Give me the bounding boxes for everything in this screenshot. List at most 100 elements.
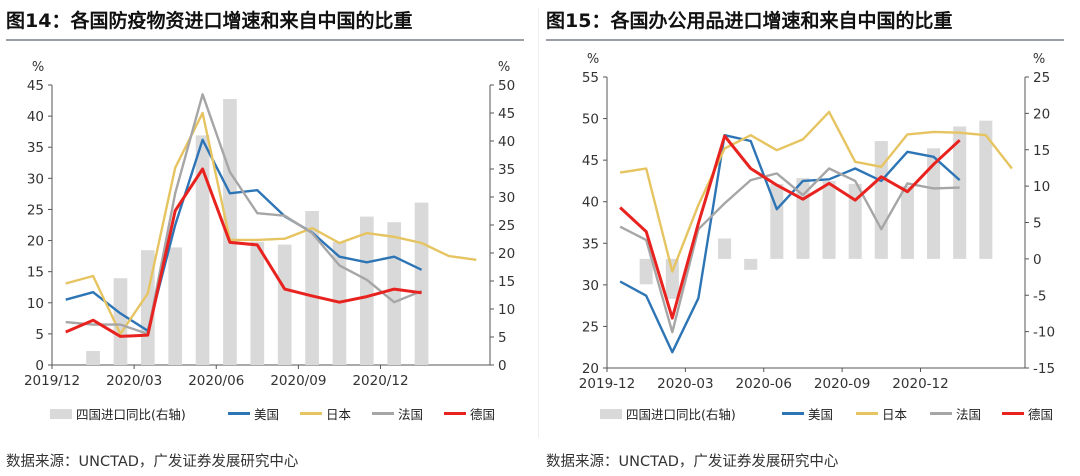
y-tick-label-right: 5: [1033, 216, 1042, 232]
legend-item: 法国: [930, 404, 981, 423]
y-axis-right-unit: %: [1033, 52, 1045, 67]
legend-item: 德国: [1002, 404, 1053, 423]
y-tick-label-right: 10: [498, 302, 515, 318]
legend-label: 美国: [808, 407, 834, 422]
legend-item: 四国进口同比(右轴): [50, 404, 186, 423]
y-tick-label-left: 45: [27, 78, 44, 94]
bar-mark: [848, 183, 862, 259]
y-tick-label-right: 25: [1033, 70, 1050, 86]
source-note: 数据来源：UNCTAD，广发证券发展研究中心: [546, 454, 839, 470]
legend-label: 美国: [254, 407, 280, 422]
y-tick-label-left: 35: [27, 140, 44, 156]
chart-figure-15: % % 20 25 30 35 40 45 50 55 -15 -10 -5 0 5 10 15 20 25 2019…: [579, 52, 1055, 392]
y-tick-label-left: 40: [582, 195, 599, 211]
y-tick-label-right: 5: [498, 330, 507, 346]
y-tick-label-right: 0: [498, 358, 507, 374]
legend-item: 四国进口同比(右轴): [600, 404, 736, 423]
legend-label: 四国进口同比(右轴): [626, 407, 736, 422]
legend-label: 法国: [956, 407, 982, 422]
x-tick-label: 2020/12: [352, 373, 408, 389]
bar-mark: [665, 258, 679, 299]
series-line-美国: [619, 133, 961, 354]
figure-title: 图14：各国防疫物资进口增速和来自中国的比重: [6, 10, 413, 32]
bar-mark: [387, 222, 402, 365]
y-axis-left-unit: %: [32, 60, 44, 75]
y-tick-label-right: 50: [498, 78, 515, 94]
legend-swatch-line: [930, 412, 952, 415]
y-tick-label-right: -15: [1033, 361, 1055, 377]
y-tick-label-left: 10: [27, 296, 44, 312]
bar-mark: [953, 126, 967, 259]
series-line-法国: [65, 93, 423, 336]
y-axis-left-unit: %: [587, 52, 599, 67]
legend-label: 日本: [326, 407, 352, 422]
source-note: 数据来源：UNCTAD，广发证券发展研究中心: [6, 454, 299, 470]
bar-mark: [168, 247, 183, 365]
x-tick-label: 2020-12: [892, 376, 948, 392]
y-tick-label-left: 25: [27, 202, 44, 218]
y-tick-label-left: 20: [582, 361, 599, 377]
bar-mark: [979, 120, 993, 259]
bar-mark: [414, 202, 429, 365]
legend-label: 德国: [470, 407, 496, 422]
y-tick-label-left: 20: [27, 234, 44, 250]
y-tick-label-right: 20: [1033, 106, 1050, 122]
legend-item: 美国: [782, 404, 833, 423]
y-tick-label-right: 45: [498, 106, 515, 122]
x-tick-label: 2019/12: [24, 373, 80, 389]
legend-label: 法国: [398, 407, 424, 422]
legend-swatch-line: [228, 412, 250, 415]
y-tick-label-left: 50: [582, 112, 599, 128]
figure-title: 图15：各国办公用品进口增速和来自中国的比重: [546, 10, 953, 32]
y-tick-label-left: 30: [27, 171, 44, 187]
y-tick-label-right: -5: [1033, 288, 1046, 304]
legend-swatch-line: [372, 412, 394, 415]
x-tick-label: 2020/09: [270, 373, 326, 389]
y-tick-label-left: 25: [582, 319, 599, 335]
y-tick-label-right: 35: [498, 162, 515, 178]
legend-item: 日本: [300, 404, 351, 423]
x-tick-label: 2020-09: [814, 376, 870, 392]
x-tick-label: 2020/06: [188, 373, 244, 389]
bar-mark: [822, 181, 836, 259]
legend-swatch-line: [444, 412, 466, 415]
legend-swatch-bar: [50, 408, 72, 419]
y-tick-label-left: 0: [35, 358, 44, 374]
legend-item: 法国: [372, 404, 423, 423]
title-rule: [6, 39, 524, 41]
chart-panel-right: 图15：各国办公用品进口增速和来自中国的比重 %% 20 25 30 35 40 45 50 5…: [540, 0, 1080, 476]
x-tick-label: 2019-12: [579, 376, 635, 392]
legend-item: 美国: [228, 404, 279, 423]
panel-divider: [538, 8, 539, 438]
bar-mark: [277, 244, 292, 365]
bar-mark: [86, 351, 100, 365]
legend-swatch-line: [856, 412, 878, 415]
bar-mark: [639, 258, 653, 285]
y-tick-label-left: 45: [582, 153, 599, 169]
y-tick-label-right: 20: [498, 246, 515, 262]
legend-label: 四国进口同比(右轴): [76, 407, 186, 422]
y-axis-right-unit: %: [498, 60, 510, 75]
bar-mark: [900, 186, 914, 259]
legend-swatch-line: [300, 412, 322, 415]
y-tick-label-right: 25: [498, 218, 515, 234]
y-tick-label-right: 40: [498, 134, 515, 150]
title-rule: [546, 39, 1064, 41]
bar-mark: [927, 148, 941, 259]
legend-label: 德国: [1028, 407, 1054, 422]
y-tick-label-right: 30: [498, 190, 515, 206]
y-tick-label-left: 5: [35, 327, 44, 343]
series-line-德国: [65, 167, 422, 338]
legend-label: 日本: [882, 407, 908, 422]
bar-mark: [305, 211, 319, 365]
bar-mark: [359, 216, 374, 365]
bar-mark: [195, 135, 210, 365]
y-tick-label-left: 30: [582, 278, 599, 294]
y-tick-label-right: 15: [1033, 143, 1050, 159]
y-tick-label-left: 55: [582, 70, 599, 86]
bar-mark: [250, 241, 265, 365]
x-tick-label: 2020/03: [106, 373, 162, 389]
legend-swatch-line: [782, 412, 804, 415]
chart-figure-14: % % 0 5 10 15 20 25 30 35 40 45 0 5 10 15 20 25 30 35 40 45 50…: [24, 60, 515, 389]
series-line-法国: [619, 167, 960, 334]
